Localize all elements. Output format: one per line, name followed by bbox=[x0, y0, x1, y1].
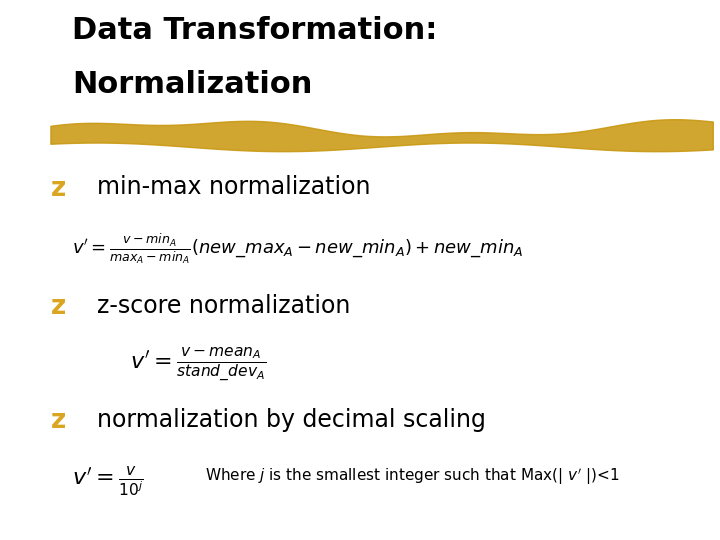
Text: normalization by decimal scaling: normalization by decimal scaling bbox=[97, 408, 486, 431]
Text: z: z bbox=[50, 294, 66, 320]
Text: $v' = \frac{v - mean_A}{stand\_dev_A}$: $v' = \frac{v - mean_A}{stand\_dev_A}$ bbox=[130, 346, 266, 385]
Text: min-max normalization: min-max normalization bbox=[97, 176, 371, 199]
Text: Normalization: Normalization bbox=[72, 70, 312, 99]
Text: $v' = \frac{v - min_A}{max_A - min_A}(new\_max_A - new\_min_A) + new\_min_A$: $v' = \frac{v - min_A}{max_A - min_A}(ne… bbox=[72, 232, 523, 266]
Text: $v' = \frac{v}{10^j}$: $v' = \frac{v}{10^j}$ bbox=[72, 464, 144, 498]
Text: Where $j$ is the smallest integer such that Max(| $v'$ |)<1: Where $j$ is the smallest integer such t… bbox=[205, 466, 620, 487]
Text: z: z bbox=[50, 176, 66, 201]
Text: Data Transformation:: Data Transformation: bbox=[72, 16, 437, 45]
Text: z-score normalization: z-score normalization bbox=[97, 294, 351, 318]
Text: z: z bbox=[50, 408, 66, 434]
